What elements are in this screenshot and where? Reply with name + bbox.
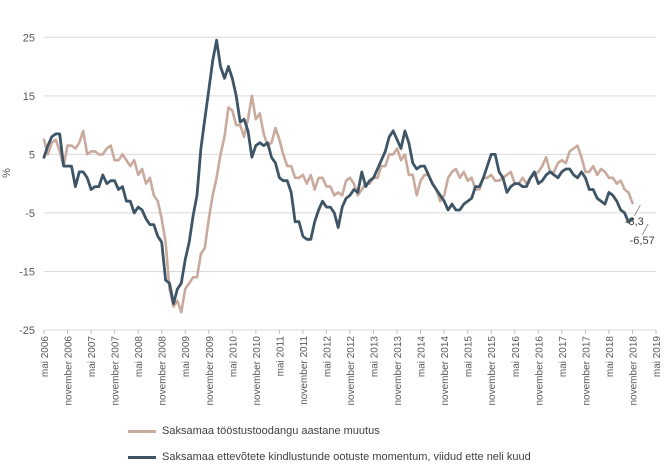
x-tick-label: mai 2017 [558,336,569,378]
x-tick-label: november 2014 [440,336,451,406]
y-axis-label: % [1,168,13,178]
y-tick-label: -25 [19,325,35,337]
x-tick-label: mai 2010 [228,336,239,378]
legend-item-business-expectations: Saksamaa ettevõtete kindlustunde ootuste… [128,451,531,463]
series-lines [42,38,634,314]
x-tick-label: november 2017 [581,336,592,406]
x-tick-label: mai 2016 [511,336,522,378]
x-tick-label: mai 2012 [322,336,333,378]
x-tick-label: mai 2018 [605,336,616,378]
x-tick-label: november 2016 [534,336,545,406]
x-tick-labels: mai 2006 november 2006 mai 2007 november 20… [40,330,663,406]
x-tick-label: mai 2019 [652,336,663,378]
annotation-leader [633,204,641,217]
legend-swatch-industrial-production [128,429,156,433]
x-tick-label: november 2010 [252,336,263,406]
y-tick-label: -15 [19,266,35,278]
x-tick-label: mai 2011 [275,336,286,377]
gridlines [44,36,656,331]
legend-item-industrial-production: Saksamaa tööstustoodangu aastane muutus [128,425,380,437]
series-line-2 [42,38,634,306]
annotation-label: -6,57 [630,235,655,247]
x-tick-label: mai 2006 [40,336,51,378]
x-tick-label: november 2015 [487,336,498,406]
x-tick-label: mai 2007 [87,336,98,378]
x-tick-label: mai 2014 [417,336,428,378]
x-tick-label: mai 2009 [181,336,192,378]
x-tick-label: november 2013 [393,336,404,406]
x-tick-label: mai 2013 [370,336,381,378]
y-tick-label: -5 [25,208,35,220]
y-tick-labels: 25 15 5 -5 -15 -25 [19,32,35,337]
x-tick-label: november 2007 [111,336,122,406]
y-tick-label: 25 [23,32,35,44]
annotation-leader [641,223,649,236]
y-tick-label: 15 [23,91,35,103]
x-tick-label: mai 2008 [134,336,145,378]
x-tick-label: november 2009 [205,336,216,406]
x-tick-label: november 2008 [158,336,169,406]
legend-label-industrial-production: Saksamaa tööstustoodangu aastane muutus [162,425,380,437]
x-tick-label: november 2012 [346,336,357,406]
legend-swatch-business-expectations [128,455,156,459]
x-tick-label: november 2006 [64,336,75,406]
y-tick-label: 5 [29,149,35,161]
legend-label-business-expectations: Saksamaa ettevõtete kindlustunde ootuste… [162,451,531,463]
x-tick-label: mai 2015 [464,336,475,378]
x-tick-label: november 2011 [299,336,310,405]
annotations: -3,3 -6,57 [625,204,655,247]
x-tick-label: november 2018 [628,336,639,406]
annotation-label: -3,3 [625,216,644,228]
